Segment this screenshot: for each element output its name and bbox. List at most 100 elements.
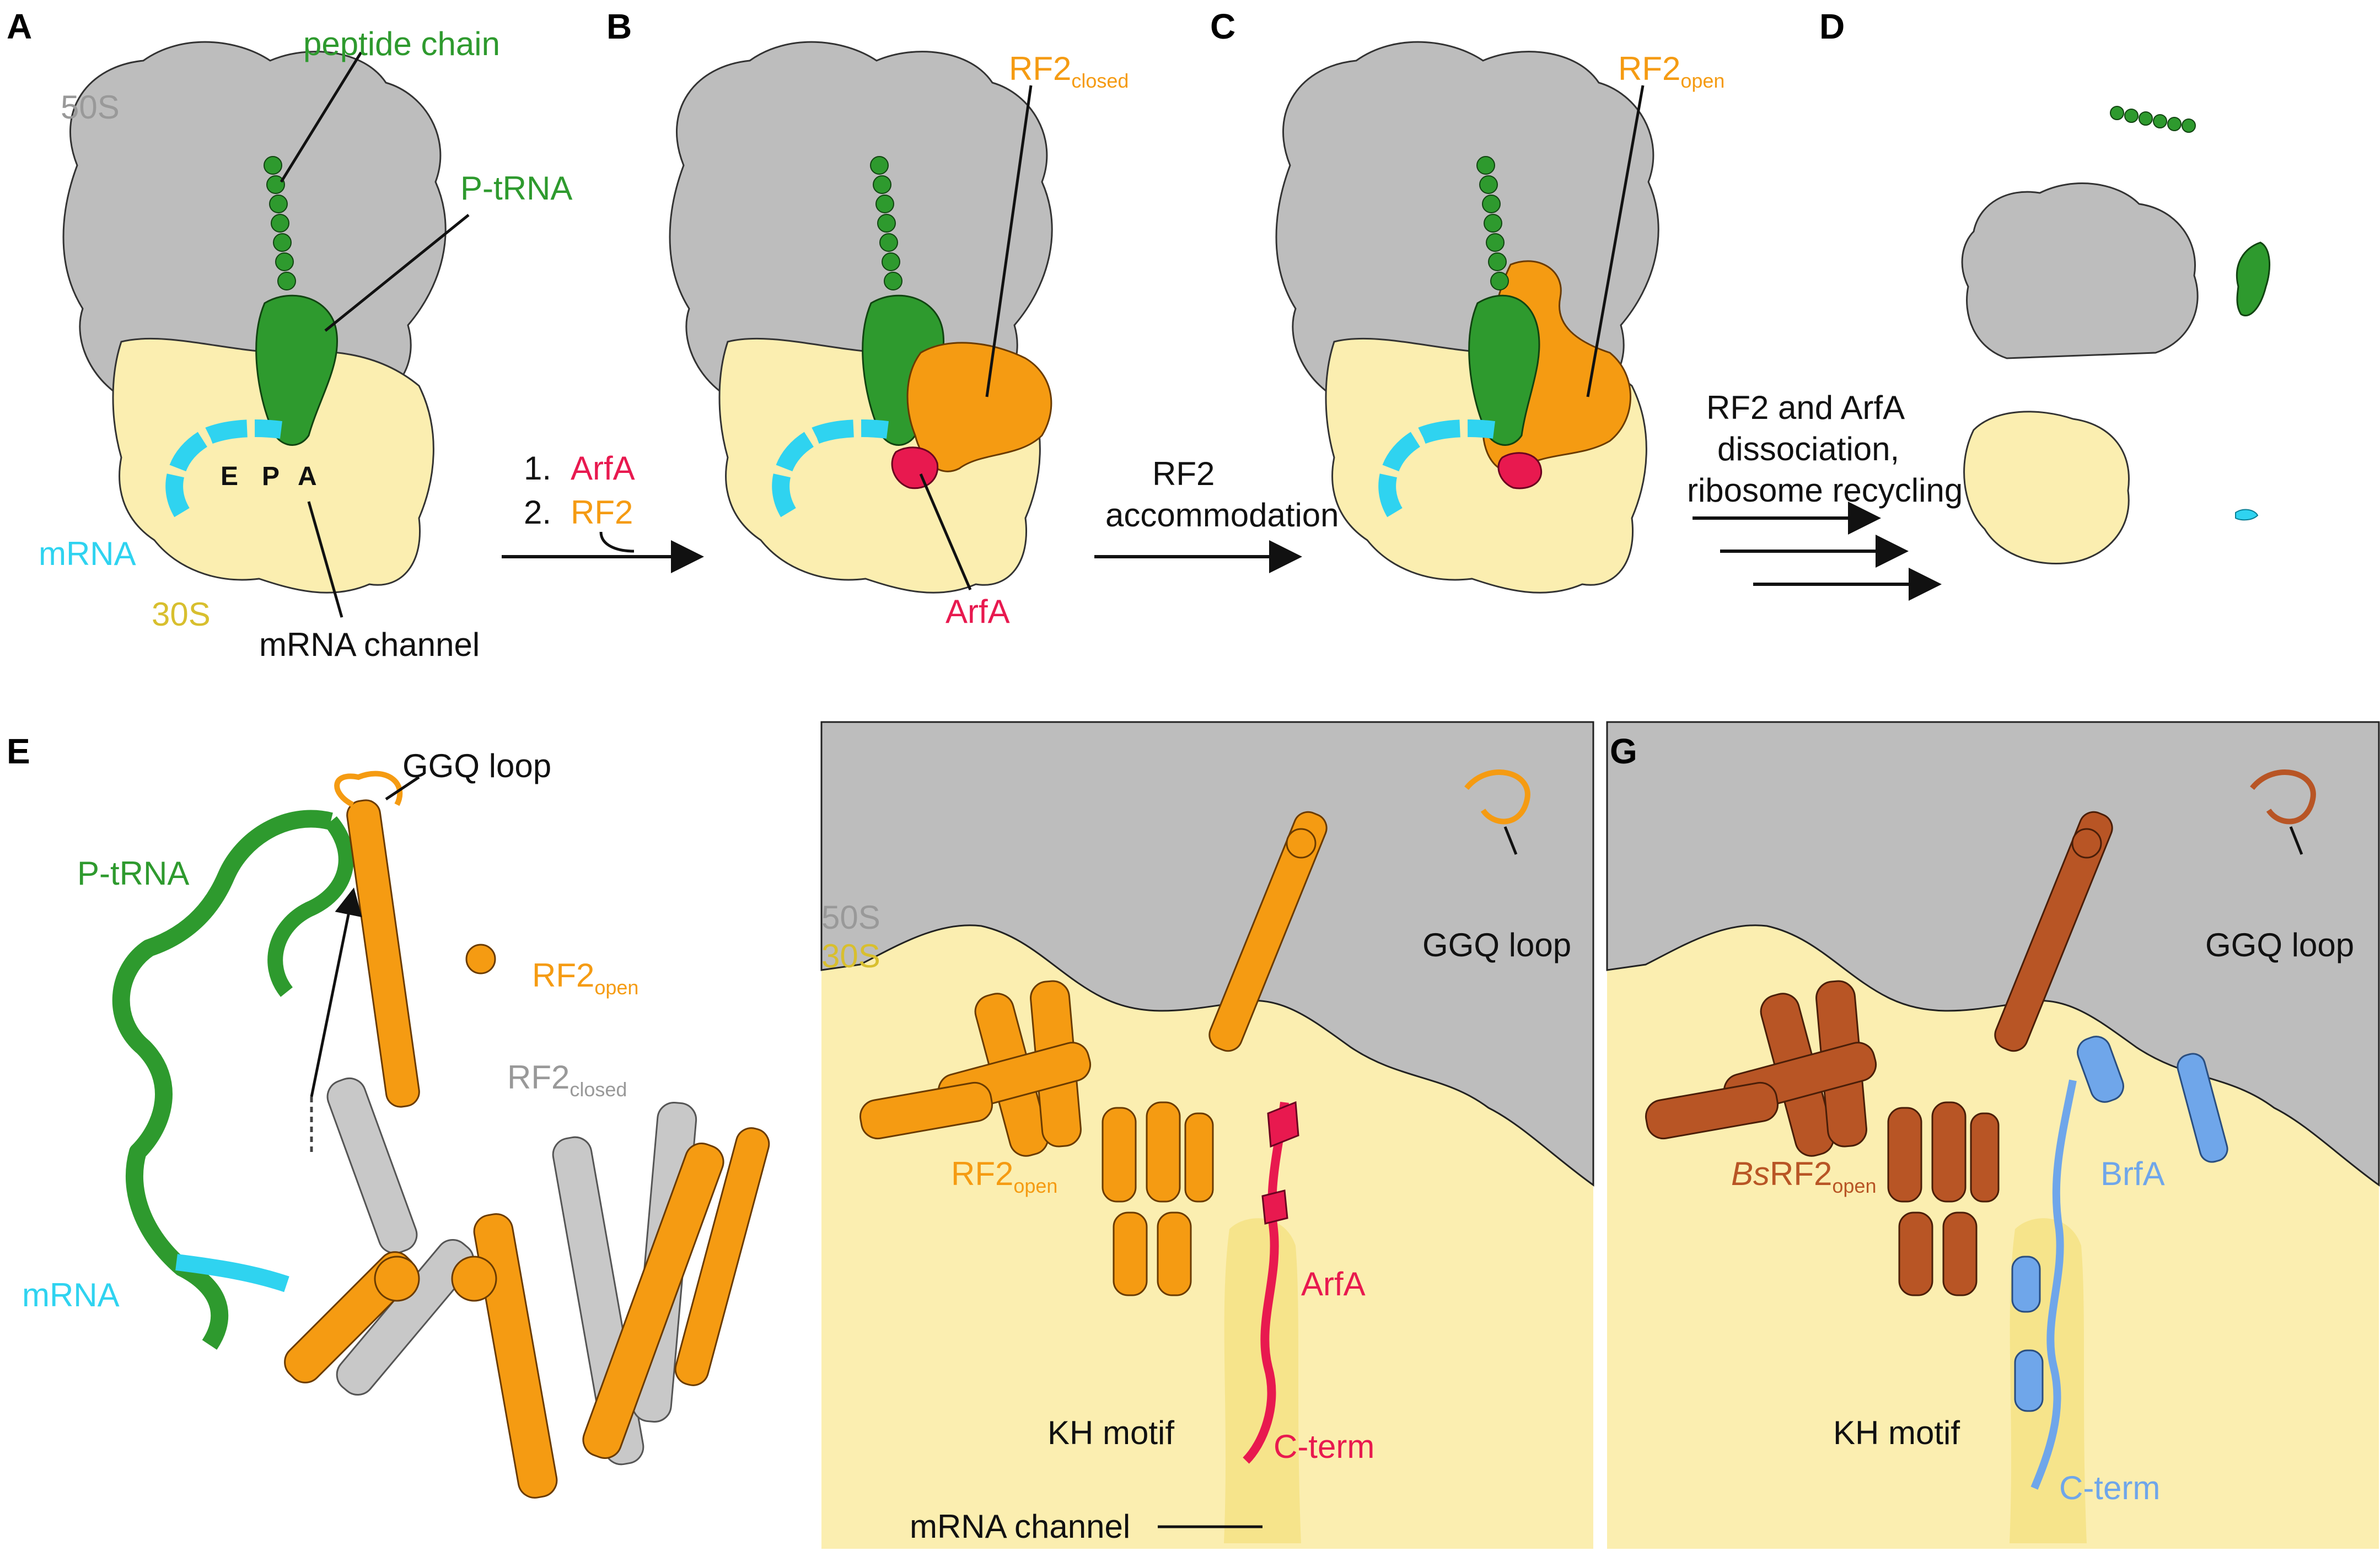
- mrna-c: [1378, 419, 1495, 518]
- peptide-chain-c: [1476, 156, 1509, 290]
- label-arfa-f: ArfA: [1301, 1265, 1366, 1302]
- peptide-chain-d: [2110, 106, 2196, 133]
- label-rf2-open-f: RF2open: [951, 1155, 1057, 1197]
- step2-number: 2.: [524, 494, 551, 531]
- label-50s-a: 50S: [61, 89, 120, 126]
- diss-line2: dissociation,: [1717, 430, 1899, 467]
- peptide-chain-a: [264, 156, 296, 290]
- label-rf2-open-f-sub: open: [1013, 1175, 1057, 1197]
- brfa-helices-g: [2011, 1036, 2228, 1412]
- label-rf2-open-c-base: RF2: [1618, 50, 1680, 87]
- panel-b: B RF2closed ArfA: [606, 7, 1129, 630]
- label-rf2-closed-sub: closed: [1071, 69, 1129, 92]
- step1-number: 1.: [524, 450, 551, 487]
- panel-label-a: A: [7, 7, 32, 46]
- label-bsrf2-base: RF2: [1770, 1155, 1832, 1192]
- ribosome-30s-d: [1963, 411, 2130, 564]
- ggq-loop-f: [1464, 769, 1530, 825]
- leader-peptide: [280, 51, 363, 183]
- leader-ggq-e: [385, 775, 420, 801]
- ribosome-50s-d: [1961, 182, 2199, 359]
- leader-rf2-closed: [985, 85, 1033, 397]
- panel-g: G GGQ loop BsRF2open BrfA KH motif: [1606, 721, 2380, 1549]
- ribosome-50s-c: [1275, 41, 1659, 403]
- site-p: P: [262, 462, 280, 491]
- arfa-helix-f: [1267, 1101, 1299, 1148]
- rf2-open-e: [284, 799, 770, 1499]
- label-bsrf2-sub: open: [1832, 1175, 1876, 1197]
- panel-f: F 50S 30S GGQ loop RF2open ArfA KH moti: [820, 721, 1594, 1549]
- label-mrna-channel-a: mRNA channel: [259, 626, 480, 663]
- channel-f: [1224, 1218, 1301, 1543]
- mrna-ribbon-e: [175, 1254, 289, 1292]
- leader-rf2-open-c: [1586, 85, 1645, 397]
- panel-label-c: C: [1210, 7, 1235, 46]
- mrna-d: [2235, 509, 2259, 521]
- diss-line3: ribosome recycling: [1687, 472, 1963, 509]
- arfa-f: [1243, 1102, 1289, 1464]
- leader-ggq-f: [1503, 826, 1518, 855]
- label-p-trna-e: P-tRNA: [77, 855, 189, 892]
- label-rf2-closed-base: RF2: [1009, 50, 1071, 87]
- panel-e: E GGQ loop P-tRNA mRNA RF: [7, 731, 770, 1499]
- site-a: A: [298, 462, 317, 491]
- step-arrow-bc: RF2 accommodation: [1094, 455, 1339, 573]
- rf2-closed-b: [906, 342, 1052, 472]
- brfa-g: [2030, 1079, 2077, 1490]
- leader-arfa-b: [919, 473, 972, 590]
- panel-c: C RF2open: [1210, 7, 1724, 594]
- label-mrna-e: mRNA: [22, 1277, 120, 1313]
- ggq-loop-e: [334, 771, 403, 807]
- p-trna-d: [2236, 241, 2271, 316]
- label-rf2-open-f-base: RF2: [951, 1155, 1013, 1192]
- panel-label-g: G: [1610, 731, 1637, 771]
- p-trna-c: [1468, 294, 1540, 446]
- arfa-b: [891, 446, 939, 489]
- label-50s-f: 50S: [821, 899, 880, 936]
- label-rf2-open-c-sub: open: [1680, 69, 1724, 92]
- bsrf2-open-g: [1645, 811, 2113, 1296]
- step-arrow-ab: 1. ArfA 2. RF2: [502, 450, 704, 573]
- leader-channel: [307, 501, 343, 618]
- label-rf2-closed-e-base: RF2: [507, 1059, 570, 1096]
- label-brfa-g: BrfA: [2100, 1155, 2165, 1192]
- label-peptide-chain: peptide chain: [303, 25, 500, 62]
- label-30s-f: 30S: [821, 938, 880, 974]
- label-ggq-f: GGQ loop: [1422, 927, 1571, 963]
- p-trna-arm-e: [267, 816, 354, 997]
- arfa-helix2-f: [1261, 1189, 1288, 1225]
- ggq-loop-g: [2250, 769, 2316, 825]
- arfa-c: [1497, 452, 1543, 489]
- p-trna-a: [255, 294, 338, 446]
- mrna-b: [772, 419, 889, 518]
- panel-a: A peptide chain P-tRNA 50S 30S mRNA E P …: [7, 7, 572, 663]
- label-30s-a: 30S: [152, 596, 211, 633]
- label-kh-motif-g: KH motif: [1833, 1414, 1960, 1451]
- arrow-closed-to-open: [310, 887, 362, 1097]
- leader-ptrna: [324, 214, 470, 332]
- panel-label-e: E: [7, 731, 30, 771]
- label-ggq-e: GGQ loop: [402, 747, 551, 784]
- label-bsrf2-prefix: Bs: [1731, 1155, 1770, 1192]
- label-rf2-open-e: RF2open: [532, 957, 638, 999]
- label-arfa-b: ArfA: [945, 593, 1010, 630]
- label-rf2-open-e-base: RF2: [532, 957, 594, 994]
- label-kh-motif-f: KH motif: [1047, 1414, 1174, 1451]
- label-bsrf2-open-g: BsRF2open: [1731, 1155, 1876, 1197]
- label-mrna-channel-f: mRNA channel: [910, 1508, 1130, 1545]
- step2-name: RF2: [571, 494, 633, 531]
- ribosome-50s-b: [669, 41, 1053, 403]
- label-rf2-closed-e-sub: closed: [570, 1078, 627, 1101]
- diss-line1: RF2 and ArfA: [1706, 389, 1905, 426]
- label-rf2-closed-e: RF2closed: [507, 1059, 627, 1101]
- label-p-trna-a: P-tRNA: [460, 170, 572, 207]
- accom-line2: accommodation: [1105, 497, 1339, 534]
- mrna-a: [165, 419, 282, 518]
- label-rf2-open-c: RF2open: [1618, 50, 1724, 92]
- peptide-chain-b: [870, 156, 902, 290]
- label-ggq-g: GGQ loop: [2205, 927, 2354, 963]
- label-mrna-a: mRNA: [39, 535, 136, 572]
- rf2-open-f: [859, 811, 1328, 1296]
- panel-d: D: [1819, 7, 2271, 564]
